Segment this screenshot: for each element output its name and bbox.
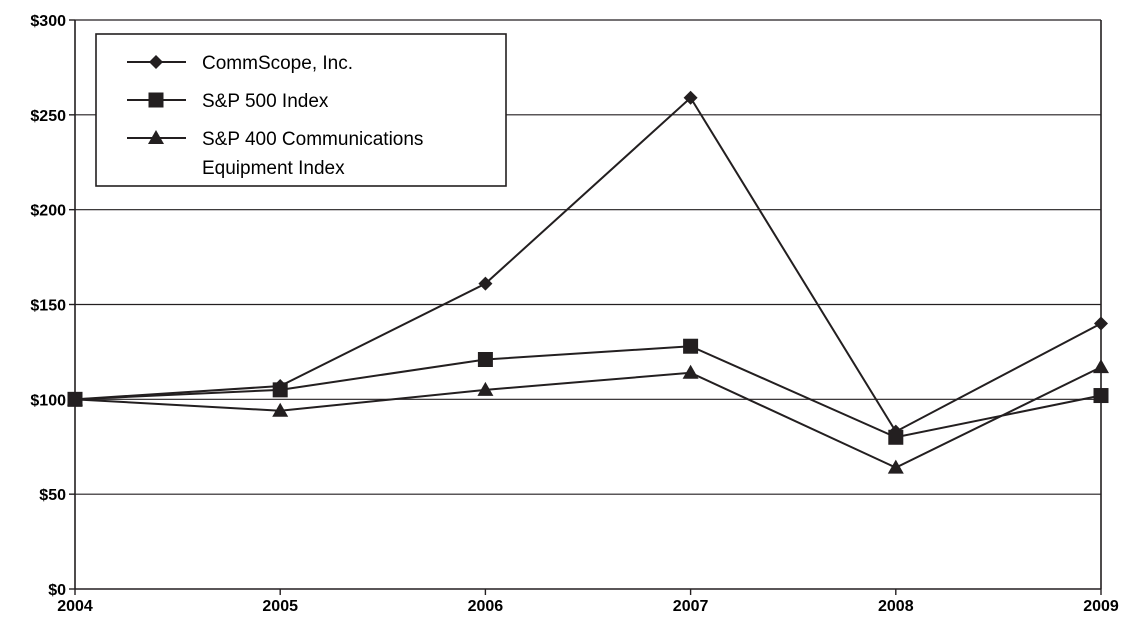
legend-marker-square — [148, 92, 164, 108]
data-point-triangle — [887, 459, 904, 474]
x-tick-label: 2004 — [57, 598, 93, 615]
legend-marker-triangle — [148, 130, 164, 144]
y-tick-label: $150 — [30, 298, 66, 315]
data-point-diamond — [478, 276, 493, 291]
legend-label: CommScope, Inc. — [202, 53, 353, 74]
series-line — [74, 366, 1102, 469]
x-tick-label: 2007 — [673, 598, 709, 615]
data-point-triangle — [272, 402, 289, 417]
series-square — [67, 338, 1109, 445]
data-point-diamond — [1094, 316, 1108, 331]
legend-label: S&P 400 Communications — [202, 129, 423, 150]
data-point-square — [272, 382, 288, 398]
legend-label: S&P 500 Index — [202, 91, 329, 112]
series-line — [74, 96, 1102, 433]
data-point-triangle — [1093, 359, 1109, 374]
y-tick-label: $100 — [30, 392, 66, 409]
x-tick-label: 2006 — [468, 598, 504, 615]
legend-label: Equipment Index — [202, 158, 345, 179]
legend-box — [95, 33, 507, 187]
data-point-square — [888, 429, 904, 445]
legend-marker-diamond — [149, 55, 163, 69]
y-tick-label: $300 — [30, 13, 66, 30]
x-tick-label: 2009 — [1083, 598, 1119, 615]
y-tick-label: $50 — [39, 487, 66, 504]
series-line — [74, 345, 1102, 439]
x-tick-label: 2005 — [262, 598, 298, 615]
data-point-square — [683, 338, 699, 354]
data-point-triangle — [682, 364, 699, 379]
data-point-triangle — [477, 381, 494, 396]
data-point-diamond — [683, 90, 698, 105]
y-axis-ticks: $0 $50 $100 $150 $200 $250 $300 — [30, 13, 75, 599]
series-triangle — [67, 359, 1109, 474]
data-point-triangle — [67, 391, 83, 406]
y-tick-label: $200 — [30, 203, 66, 220]
x-tick-label: 2008 — [878, 598, 914, 615]
y-tick-label: $0 — [48, 582, 66, 599]
series-group — [67, 90, 1109, 474]
legend: CommScope, Inc. S&P 500 Index S&P 400 Comm… — [95, 33, 507, 187]
data-point-square — [477, 352, 493, 368]
x-axis-ticks: 2004 2005 2006 2007 2008 2009 — [57, 589, 1119, 615]
y-tick-label: $250 — [30, 108, 66, 125]
data-point-square — [1093, 388, 1109, 404]
